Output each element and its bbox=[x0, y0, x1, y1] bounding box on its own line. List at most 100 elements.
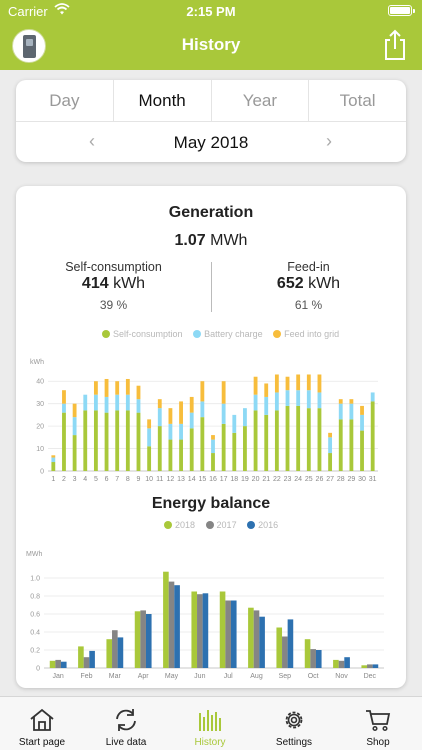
y-tick-label: 1.0 bbox=[30, 576, 40, 583]
legend-item-self-consumption: Self-consumption bbox=[102, 329, 183, 339]
bar-battery-charge bbox=[136, 399, 141, 413]
tabbar-shop[interactable]: Shop bbox=[336, 697, 420, 750]
bar-self-consumption bbox=[221, 423, 226, 471]
bar-self-consumption bbox=[264, 414, 269, 471]
device-avatar[interactable] bbox=[12, 29, 46, 63]
refresh-icon bbox=[116, 709, 136, 731]
bar-2018 bbox=[106, 639, 113, 668]
bar-2018 bbox=[248, 607, 254, 668]
bar-2018 bbox=[134, 611, 141, 668]
bar-2017 bbox=[225, 600, 231, 668]
bar-2017 bbox=[367, 664, 373, 668]
bar-feed-into-grid bbox=[253, 376, 258, 395]
self-consumption-summary: Self-consumption 414 kWh 39 % bbox=[16, 260, 211, 312]
y-axis-unit: MWh bbox=[26, 551, 42, 558]
bar-battery-charge bbox=[306, 390, 311, 409]
bar-self-consumption bbox=[317, 408, 322, 471]
bar-battery-charge bbox=[221, 403, 226, 424]
legend-item-2016: 2016 bbox=[247, 520, 278, 530]
bar-battery-charge bbox=[62, 403, 66, 413]
bar-2018 bbox=[49, 660, 56, 668]
bar-2017 bbox=[338, 660, 345, 668]
bar-battery-charge bbox=[93, 394, 98, 411]
bar-battery-charge bbox=[115, 394, 120, 411]
bar-battery-charge bbox=[51, 457, 56, 463]
x-tick-label: 1 bbox=[51, 476, 55, 483]
x-tick-label: Sep bbox=[279, 673, 292, 680]
bar-feed-into-grid bbox=[264, 383, 269, 397]
bar-battery-charge bbox=[147, 428, 152, 447]
bar-battery-charge bbox=[317, 392, 322, 409]
bar-feed-into-grid bbox=[360, 405, 364, 415]
bar-feed-into-grid bbox=[93, 381, 98, 395]
y-tick-label: 0.6 bbox=[30, 612, 40, 619]
bar-2016 bbox=[174, 585, 180, 668]
y-tick-label: 0 bbox=[36, 666, 40, 673]
bar-2017 bbox=[83, 657, 90, 668]
y-tick-label: 40 bbox=[36, 379, 44, 386]
bar-self-consumption bbox=[349, 419, 354, 471]
bar-battery-charge bbox=[360, 414, 364, 431]
x-tick-label: 4 bbox=[83, 476, 87, 483]
feed-in-label: Feed-in bbox=[287, 260, 330, 274]
bar-2016 bbox=[287, 619, 294, 668]
x-tick-label: 6 bbox=[105, 476, 109, 483]
tabbar-label: Shop bbox=[366, 737, 390, 748]
bar-battery-charge bbox=[179, 423, 183, 440]
tabbar-start-page[interactable]: Start page bbox=[0, 697, 84, 750]
bar-self-consumption bbox=[274, 410, 279, 471]
bar-2018 bbox=[163, 571, 169, 668]
bar-feed-into-grid bbox=[136, 385, 141, 400]
bar-battery-charge bbox=[200, 401, 205, 418]
bar-self-consumption bbox=[147, 446, 152, 471]
legend-item-2018: 2018 bbox=[164, 520, 195, 530]
x-tick-label: 24 bbox=[294, 476, 302, 483]
share-icon[interactable] bbox=[382, 28, 408, 62]
x-tick-label: 8 bbox=[126, 476, 130, 483]
bar-battery-charge bbox=[274, 392, 279, 411]
x-tick-label: 25 bbox=[305, 476, 313, 483]
chevron-right-icon[interactable]: › bbox=[326, 131, 332, 151]
bar-battery-charge bbox=[125, 394, 130, 411]
tab-day[interactable]: Day bbox=[16, 80, 114, 121]
bar-battery-charge bbox=[285, 390, 290, 406]
tabbar-live-data[interactable]: Live data bbox=[84, 697, 168, 750]
bar-feed-into-grid bbox=[51, 455, 56, 458]
y-tick-label: 0.8 bbox=[30, 594, 40, 601]
bar-self-consumption bbox=[285, 405, 290, 471]
bar-self-consumption bbox=[211, 453, 215, 471]
bar-2016 bbox=[230, 600, 237, 668]
bar-self-consumption bbox=[328, 453, 333, 471]
tabbar-label: Start page bbox=[18, 737, 66, 748]
feed-in-unit: kWh bbox=[308, 275, 341, 292]
x-tick-label: 29 bbox=[347, 476, 355, 483]
bar-feed-into-grid bbox=[168, 408, 173, 424]
bar-feed-into-grid bbox=[147, 419, 152, 429]
y-tick-label: 20 bbox=[36, 424, 44, 431]
tabbar-settings[interactable]: Settings bbox=[252, 697, 336, 750]
tab-total[interactable]: Total bbox=[339, 91, 376, 110]
home-icon bbox=[30, 708, 54, 731]
tab-month[interactable]: Month bbox=[114, 80, 212, 121]
x-tick-label: 2 bbox=[62, 476, 66, 483]
period-tabs: Day Month Year Total bbox=[16, 80, 406, 122]
bar-battery-charge bbox=[104, 396, 109, 413]
bar-2018 bbox=[78, 646, 84, 668]
bar-battery-charge bbox=[168, 423, 173, 440]
battery-icon bbox=[388, 5, 415, 16]
tabbar-history[interactable]: History bbox=[168, 697, 252, 750]
period-selector-card: Day Month Year Total ‹ May 2018 › bbox=[16, 80, 406, 162]
bar-battery-charge bbox=[83, 394, 88, 411]
bar-2016 bbox=[202, 593, 209, 668]
history-card: Generation 1.07 MWh Self-consumption 414… bbox=[16, 186, 406, 688]
gear-icon bbox=[285, 711, 303, 729]
bar-self-consumption bbox=[253, 410, 258, 471]
tabbar-label: Live data bbox=[105, 737, 147, 748]
chevron-left-icon[interactable]: ‹ bbox=[89, 131, 95, 151]
feed-in-percent: 61 % bbox=[294, 298, 323, 312]
tab-year[interactable]: Year bbox=[212, 80, 310, 121]
bar-feed-into-grid bbox=[200, 381, 205, 402]
x-tick-label: Jun bbox=[194, 673, 205, 680]
bar-2017 bbox=[55, 659, 61, 668]
